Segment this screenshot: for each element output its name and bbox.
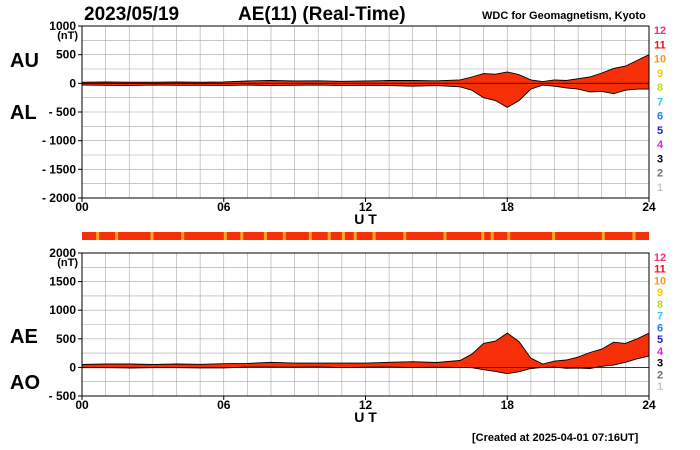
station-legend-10: 10 — [654, 54, 666, 66]
strip-mark — [507, 232, 511, 240]
station-legend-7: 7 — [657, 96, 663, 108]
strip-mark — [223, 232, 227, 240]
strip-mark — [403, 232, 407, 240]
station-legend-6: 6 — [657, 322, 663, 334]
strip-mark — [372, 232, 376, 240]
y-tick-label: - 500 — [49, 389, 77, 403]
station-legend-4: 4 — [657, 346, 664, 358]
station-legend-1: 1 — [657, 381, 663, 393]
y-tick-label: - 500 — [49, 105, 77, 119]
date-title: 2023/05/19 — [84, 4, 180, 25]
station-legend-2: 2 — [657, 168, 663, 180]
x-tick-label: 12 — [359, 200, 373, 214]
x-tick-label: 00 — [75, 398, 89, 412]
strip-mark — [481, 232, 485, 240]
station-legend-6: 6 — [657, 111, 663, 123]
x-tick-label: 24 — [642, 200, 656, 214]
station-legend-9: 9 — [657, 68, 663, 80]
x-tick-label: 18 — [501, 398, 515, 412]
y-tick-label: - 1500 — [42, 162, 76, 176]
x-axis-label: U T — [354, 409, 377, 425]
created-timestamp: [Created at 2025-04-01 07:16UT] — [472, 432, 639, 444]
y-tick-label: 1000 — [49, 19, 76, 33]
strip-mark — [181, 232, 185, 240]
strip-mark — [552, 232, 556, 240]
strip-mark — [240, 232, 244, 240]
station-status-strip — [82, 232, 649, 240]
ao-label: AO — [10, 372, 40, 394]
strip-mark — [282, 232, 286, 240]
y-tick-label: 0 — [69, 76, 76, 90]
station-legend-11: 11 — [654, 264, 666, 276]
y-tick-label: 500 — [56, 48, 76, 62]
strip-mark — [327, 232, 331, 240]
station-legend-9: 9 — [657, 287, 663, 299]
series-line-al — [81, 84, 649, 108]
x-tick-label: 06 — [217, 398, 231, 412]
y-tick-label: 1000 — [49, 303, 76, 317]
station-legend-5: 5 — [657, 125, 663, 137]
station-legend-3: 3 — [657, 358, 663, 370]
station-legend-1: 1 — [657, 182, 663, 194]
strip-mark — [96, 232, 100, 240]
au-label: AU — [10, 50, 39, 72]
y-tick-label: 500 — [56, 332, 76, 346]
strip-mark — [601, 232, 605, 240]
y-unit-label: (nT) — [57, 30, 78, 42]
y-tick-label: 2000 — [49, 246, 76, 260]
y-tick-label: - 1000 — [42, 134, 76, 148]
strip-mark — [443, 232, 447, 240]
source-credit: WDC for Geomagnetism, Kyoto — [482, 10, 646, 22]
station-legend-4: 4 — [657, 139, 664, 151]
station-legend-8: 8 — [657, 82, 663, 94]
y-tick-label: - 2000 — [42, 191, 76, 205]
strip-mark — [150, 232, 154, 240]
strip-background — [82, 232, 649, 240]
x-tick-label: 00 — [75, 200, 89, 214]
ae-label: AE — [10, 326, 38, 348]
strip-mark — [353, 232, 357, 240]
station-legend-12: 12 — [654, 25, 666, 37]
al-label: AL — [10, 102, 37, 124]
x-tick-label: 12 — [359, 398, 373, 412]
station-legend-8: 8 — [657, 299, 663, 311]
y-tick-label: 0 — [69, 360, 76, 374]
series-line-ae — [81, 332, 650, 365]
strip-mark — [490, 232, 494, 240]
x-tick-label: 06 — [217, 200, 231, 214]
strip-mark — [263, 232, 267, 240]
x-tick-label: 18 — [501, 200, 515, 214]
station-legend-11: 11 — [654, 39, 666, 51]
station-legend-12: 12 — [654, 252, 666, 264]
x-tick-label: 24 — [642, 398, 656, 412]
strip-mark — [308, 232, 312, 240]
series-band-ae-ao — [82, 333, 649, 374]
y-unit-label: (nT) — [57, 257, 78, 269]
y-tick-label: 1500 — [49, 275, 76, 289]
station-legend-7: 7 — [657, 311, 663, 323]
x-axis-label: U T — [354, 211, 377, 227]
strip-mark — [632, 232, 636, 240]
series-line-au — [81, 54, 650, 83]
station-legend-3: 3 — [657, 153, 663, 165]
strip-mark — [341, 232, 345, 240]
chart-title: AE(11) (Real-Time) — [238, 4, 406, 25]
station-legend-5: 5 — [657, 334, 663, 346]
station-legend-2: 2 — [657, 369, 663, 381]
strip-mark — [115, 232, 119, 240]
station-legend-10: 10 — [654, 275, 666, 287]
